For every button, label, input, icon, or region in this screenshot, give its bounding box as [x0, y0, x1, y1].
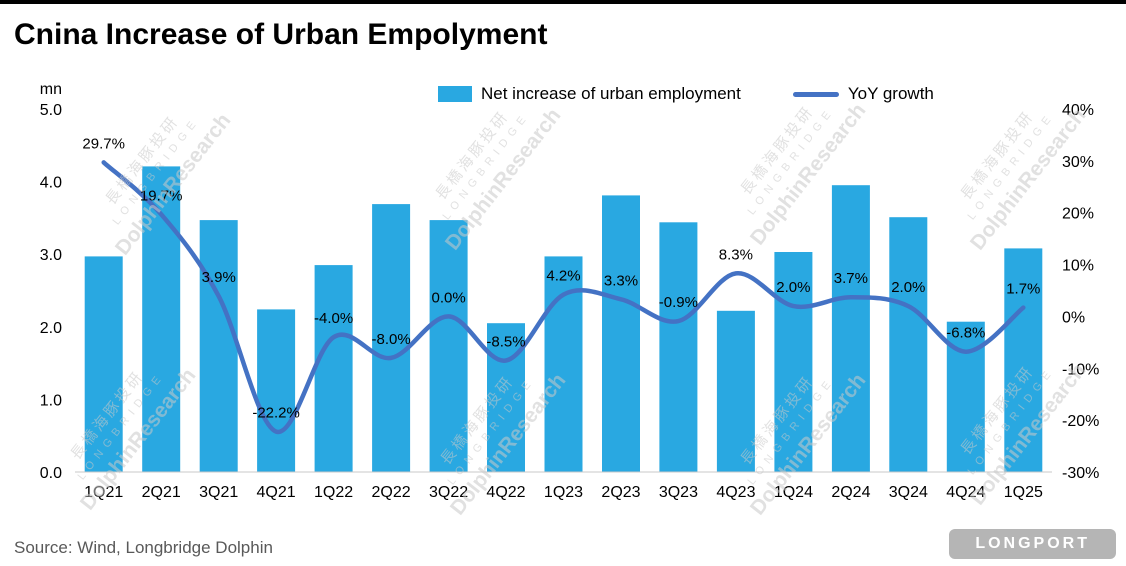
yoy-data-label: -6.8% [946, 325, 985, 342]
x-axis-label-2Q21: 2Q21 [142, 484, 181, 501]
left-axis-tick: 2.0 [40, 320, 62, 337]
yoy-data-label: -4.0% [314, 310, 353, 327]
right-axis-tick: -30% [1062, 465, 1099, 482]
legend-item-bar: Net increase of urban employment [438, 84, 741, 104]
x-axis-label-2Q23: 2Q23 [601, 484, 640, 501]
left-axis-tick: 3.0 [40, 247, 62, 264]
left-axis-unit: mn [40, 81, 62, 98]
right-axis-tick: 40% [1062, 102, 1094, 119]
x-axis-label-1Q23: 1Q23 [544, 484, 583, 501]
bar-1Q22 [314, 265, 353, 472]
page-title: Cnina Increase of Urban Empolyment [14, 18, 548, 51]
yoy-data-label: 8.3% [719, 246, 753, 263]
left-axis-tick: 4.0 [40, 175, 62, 192]
yoy-data-label: 2.0% [891, 279, 925, 296]
yoy-data-label: 3.9% [202, 269, 236, 286]
bar-1Q21 [84, 256, 123, 472]
yoy-data-label: 1.7% [1006, 281, 1040, 298]
left-axis-tick: 0.0 [40, 465, 62, 482]
x-axis-label-4Q22: 4Q22 [486, 484, 525, 501]
left-axis-tick: 1.0 [40, 392, 62, 409]
yoy-data-label: 19.7% [140, 187, 183, 204]
yoy-data-label: 29.7% [82, 135, 125, 152]
chart-legend: Net increase of urban employment YoY gro… [438, 84, 934, 104]
x-axis-label-1Q24: 1Q24 [774, 484, 813, 501]
bar-2Q24 [831, 185, 870, 472]
yoy-data-label: -0.9% [659, 294, 698, 311]
legend-item-line: YoY growth [792, 84, 934, 104]
right-axis-tick: 30% [1062, 154, 1094, 171]
line-series-swatch [792, 91, 839, 97]
x-axis-label-4Q21: 4Q21 [257, 484, 296, 501]
x-axis-label-3Q22: 3Q22 [429, 484, 468, 501]
bar-3Q23 [659, 222, 698, 472]
x-axis-label-2Q22: 2Q22 [372, 484, 411, 501]
bar-4Q23 [716, 310, 755, 472]
bar-4Q22 [487, 323, 525, 472]
bar-1Q24 [774, 252, 813, 472]
bar-2Q23 [602, 195, 640, 472]
x-axis-label-4Q23: 4Q23 [716, 484, 755, 501]
x-axis-label-1Q25: 1Q25 [1004, 484, 1043, 501]
yoy-data-label: -8.5% [486, 334, 525, 351]
yoy-data-label: 4.2% [546, 268, 580, 285]
yoy-data-label: -8.0% [372, 331, 411, 348]
employment-chart: 29.7% 19.7% 3.9% -22.2% -4.0% -8.0% 0.0% -8.5% 4… [40, 81, 1100, 501]
source-note: Source: Wind, Longbridge Dolphin [14, 538, 273, 557]
right-axis-tick: -10% [1062, 361, 1099, 378]
yoy-data-label: 2.0% [776, 279, 810, 296]
yoy-data-label: 0.0% [431, 289, 465, 306]
yoy-data-label: 3.3% [604, 272, 638, 289]
x-axis-label-2Q24: 2Q24 [831, 484, 870, 501]
x-axis-label-3Q24: 3Q24 [889, 484, 928, 501]
right-axis-tick: 0% [1062, 309, 1085, 326]
bar-3Q22 [429, 220, 468, 472]
bar-3Q24 [889, 217, 928, 472]
yoy-data-label: 3.7% [834, 270, 868, 287]
yoy-data-label: -22.2% [252, 405, 300, 422]
right-axis-tick: 20% [1062, 206, 1094, 223]
legend-label-line: YoY growth [847, 84, 934, 103]
left-axis-tick: 5.0 [40, 102, 62, 119]
x-axis-label-1Q21: 1Q21 [84, 484, 123, 501]
right-axis-tick: 10% [1062, 258, 1094, 275]
bar-1Q25 [1004, 248, 1043, 472]
x-axis-label-3Q21: 3Q21 [199, 484, 238, 501]
legend-label-bar: Net increase of urban employment [481, 84, 741, 103]
longport-badge: LONGPORT [949, 529, 1116, 559]
x-axis-label-1Q22: 1Q22 [314, 484, 353, 501]
bar-2Q22 [372, 204, 411, 472]
right-axis-tick: -20% [1062, 413, 1099, 430]
bar-4Q21 [257, 309, 296, 472]
bar-3Q21 [199, 220, 238, 472]
x-axis-label-3Q23: 3Q23 [659, 484, 698, 501]
yoy-growth-line [101, 160, 1026, 434]
x-axis-label-4Q24: 4Q24 [946, 484, 985, 501]
bar-series-swatch [438, 86, 472, 102]
